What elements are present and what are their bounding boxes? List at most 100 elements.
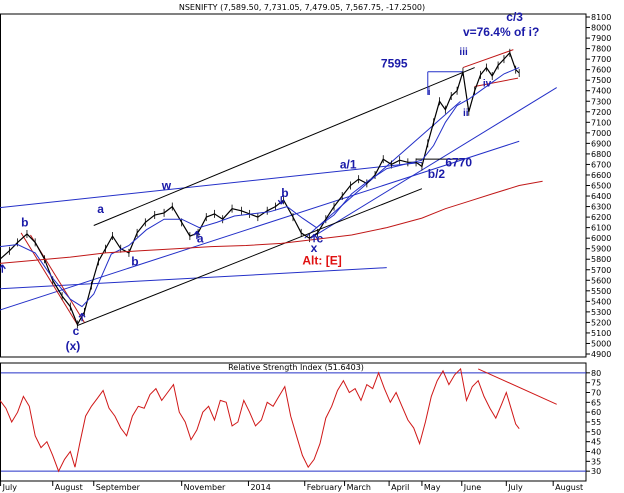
date-tick-label: August — [55, 483, 83, 492]
rsi-tick-label: 70 — [591, 389, 601, 398]
rsi-tick-label: 80 — [591, 369, 601, 378]
rsi-line — [0, 367, 520, 473]
price-tick-label: 7100 — [591, 118, 611, 127]
date-x-axis: July August September November 2014 February M… — [0, 481, 583, 492]
rsi-tick-label: 30 — [591, 467, 601, 476]
date-tick-label: September — [96, 483, 141, 492]
price-tick-label: 7500 — [591, 76, 611, 85]
pivot-arrow-icon — [0, 264, 6, 273]
wave-v-bottom-line — [474, 77, 519, 87]
rsi-tick-label: 45 — [591, 438, 601, 447]
date-tick-label: July — [2, 483, 18, 492]
wave-label: i — [428, 87, 431, 98]
price-tick-label: 7200 — [591, 108, 611, 117]
price-tick-label: 6400 — [591, 192, 611, 201]
price-tick-label: 8100 — [591, 13, 611, 22]
price-tick-label: 6200 — [591, 213, 611, 222]
price-tick-label: 4900 — [591, 350, 611, 359]
wave-label: iv — [483, 79, 492, 90]
wave-label: c — [316, 231, 323, 245]
wave-label: b — [131, 255, 138, 269]
price-tick-label: 7300 — [591, 97, 611, 106]
wave-label: 7595 — [381, 57, 408, 71]
price-tick-label: 7000 — [591, 129, 611, 138]
wave-label: b — [21, 216, 28, 230]
price-tick-label: 5700 — [591, 266, 611, 275]
pivot-arrow-icon — [193, 230, 201, 240]
price-tick-label: 6700 — [591, 160, 611, 169]
date-tick-label: June — [463, 483, 482, 492]
wave-label: x — [311, 241, 318, 255]
price-tick-label: 5300 — [591, 308, 611, 317]
price-tick-label: 5500 — [591, 287, 611, 296]
black-lower-channel-line — [77, 188, 423, 327]
rsi-tick-label: 40 — [591, 448, 601, 457]
rsi-tick-label: 65 — [591, 398, 601, 407]
rsi-tick-label: 60 — [591, 408, 601, 417]
price-tick-label: 5000 — [591, 339, 611, 348]
rsi-tick-label: 35 — [591, 457, 601, 466]
wave-v-top-line — [462, 49, 514, 69]
rsi-chart-title: Relative Strength Index (51.6403) — [228, 363, 364, 372]
price-tick-label: 7800 — [591, 45, 611, 54]
wave-label: a/1 — [340, 158, 357, 172]
price-tick-label: 6500 — [591, 182, 611, 191]
rsi-tick-label: 75 — [591, 379, 601, 388]
wave-label: a — [97, 202, 104, 216]
short-moving-average-line — [0, 67, 520, 308]
black-upper-channel-line — [93, 67, 475, 226]
blue-lower-parallel-line — [0, 267, 387, 290]
price-tick-label: 6100 — [591, 224, 611, 233]
price-tick-label: 7400 — [591, 87, 611, 96]
price-tick-label: 7700 — [591, 55, 611, 64]
price-tick-label: 5600 — [591, 276, 611, 285]
blue-rising-channel-line — [304, 100, 461, 239]
pivot-arrow-icon — [310, 233, 318, 243]
lower-channel-line — [0, 140, 520, 311]
rsi-trendline — [477, 368, 557, 405]
wave-label: w — [161, 179, 172, 193]
wave-label: c/3 — [506, 10, 523, 24]
wave-label: 6770 — [445, 156, 472, 170]
date-tick-label: July — [507, 483, 523, 492]
price-tick-label: 7600 — [591, 66, 611, 75]
date-tick-label: February — [307, 483, 343, 492]
price-tick-label: 6800 — [591, 150, 611, 159]
price-chart-title: NSENIFTY (7,589.50, 7,731.05, 7,479.05, … — [179, 3, 425, 12]
price-tick-label: 6000 — [591, 234, 611, 243]
price-tick-label: 6300 — [591, 203, 611, 212]
price-tick-label: 7900 — [591, 34, 611, 43]
wave-label: b/2 — [428, 167, 446, 181]
pivot-arrow-icon — [78, 312, 86, 322]
blue-upper-channel-line — [0, 161, 422, 209]
price-tick-label: 5900 — [591, 245, 611, 254]
rsi-tick-label: 50 — [591, 428, 601, 437]
outer-rising-channel-line — [310, 87, 557, 239]
date-tick-label: August — [555, 483, 583, 492]
price-tick-label: 5800 — [591, 255, 611, 264]
wave-label: (x) — [66, 339, 81, 353]
date-tick-label: March — [347, 483, 371, 492]
date-tick-label: May — [424, 483, 441, 492]
price-tick-label: 5200 — [591, 318, 611, 327]
price-tick-label: 6900 — [591, 139, 611, 148]
wave-label: a — [197, 231, 204, 245]
w-decline-line — [20, 232, 78, 325]
alternate-count-label: Alt: [E] — [302, 253, 341, 267]
long-moving-average-line — [0, 180, 543, 264]
date-tick-label: April — [391, 483, 409, 492]
price-tick-label: 6600 — [591, 171, 611, 180]
wave-label: ii — [463, 108, 469, 119]
price-tick-label: 5400 — [591, 297, 611, 306]
date-tick-label: November — [184, 483, 226, 492]
wave-label: v=76.4% of i? — [463, 25, 539, 39]
rsi-tick-label: 55 — [591, 418, 601, 427]
pivot-arrow-icon — [277, 196, 285, 205]
wave-label: iii — [459, 47, 468, 58]
